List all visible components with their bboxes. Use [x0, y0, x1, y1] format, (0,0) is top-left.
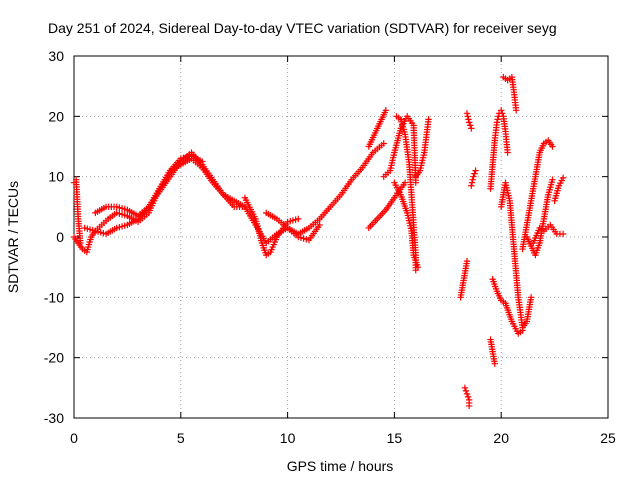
data-point	[295, 215, 302, 223]
data-point	[463, 110, 471, 117]
series-arc-v	[519, 137, 556, 253]
series-arc-l	[412, 116, 432, 180]
data-point	[471, 170, 478, 177]
data-point	[549, 176, 556, 183]
data-point	[493, 119, 501, 126]
data-point	[469, 176, 476, 183]
series-arc-n	[461, 384, 473, 410]
data-point	[316, 221, 323, 229]
data-point	[549, 143, 556, 150]
data-point	[468, 125, 475, 132]
series-arc-a	[70, 176, 84, 247]
data-point	[467, 122, 474, 129]
data-point	[491, 360, 498, 367]
series-arc-x	[530, 221, 567, 247]
data-point	[465, 402, 473, 410]
data-point	[465, 116, 472, 123]
series-arc-f	[263, 140, 387, 238]
y-axis-label: SDTVAR / TECUs	[5, 181, 21, 293]
y-tick-label: -30	[44, 410, 64, 426]
x-tick-label: 10	[280, 430, 296, 446]
data-point	[463, 390, 471, 398]
series-arc-r	[487, 107, 511, 192]
data-point	[464, 113, 471, 120]
y-tick-label: 10	[48, 169, 64, 185]
data-point	[465, 119, 473, 126]
data-point	[461, 384, 469, 392]
data-point	[470, 173, 477, 180]
series-arc-u	[498, 179, 535, 331]
series-arc-g	[365, 107, 390, 150]
data-point	[463, 257, 471, 265]
series-arc-e	[241, 194, 302, 259]
data-point	[414, 263, 422, 271]
x-tick-label: 25	[600, 430, 616, 446]
series-arc-w	[523, 176, 556, 259]
series-arc-m	[457, 257, 471, 301]
series-arc-s	[489, 276, 526, 337]
data-point	[494, 116, 501, 123]
series-arc-o	[463, 110, 475, 132]
x-tick-label: 20	[493, 430, 509, 446]
x-tick-label: 15	[387, 430, 403, 446]
data-point	[198, 158, 206, 165]
series-arc-k	[391, 179, 422, 271]
data-point	[425, 116, 432, 123]
y-tick-label: 20	[48, 108, 64, 124]
y-tick-label: -10	[44, 289, 64, 305]
data-point	[559, 174, 567, 182]
data-point	[464, 393, 472, 401]
series-arc-q	[487, 336, 498, 367]
series-arc-t	[500, 73, 520, 114]
data-point	[512, 107, 520, 114]
data-point	[527, 294, 535, 301]
series-arc-h	[365, 179, 409, 232]
data-point	[499, 110, 506, 117]
y-tick-label: 30	[48, 48, 64, 64]
data-point	[380, 140, 387, 147]
y-tick-label: -20	[44, 350, 64, 366]
ticks: 0 5 10 15 20 25 -30 -20 -10 0 10 20 30	[44, 48, 616, 446]
chart-title: Day 251 of 2024, Sidereal Day-to-day VTE…	[48, 20, 557, 36]
series-arc-i	[380, 113, 419, 186]
data-point	[401, 179, 409, 186]
data-point	[468, 179, 476, 186]
data-point	[559, 230, 567, 238]
data-point	[462, 387, 470, 395]
series-arc-y	[551, 174, 567, 204]
data-point	[382, 107, 390, 114]
data-point	[498, 107, 505, 114]
x-tick-label: 5	[177, 430, 185, 446]
data-point	[468, 182, 475, 189]
series-arc-p	[468, 167, 479, 189]
data-point	[472, 167, 479, 174]
data-point	[504, 149, 511, 156]
y-tick-label: 0	[56, 229, 64, 245]
series-arc-d	[92, 152, 206, 220]
data-marks	[70, 73, 567, 410]
x-axis-label: GPS time / hours	[287, 458, 394, 474]
x-tick-label: 0	[70, 430, 78, 446]
